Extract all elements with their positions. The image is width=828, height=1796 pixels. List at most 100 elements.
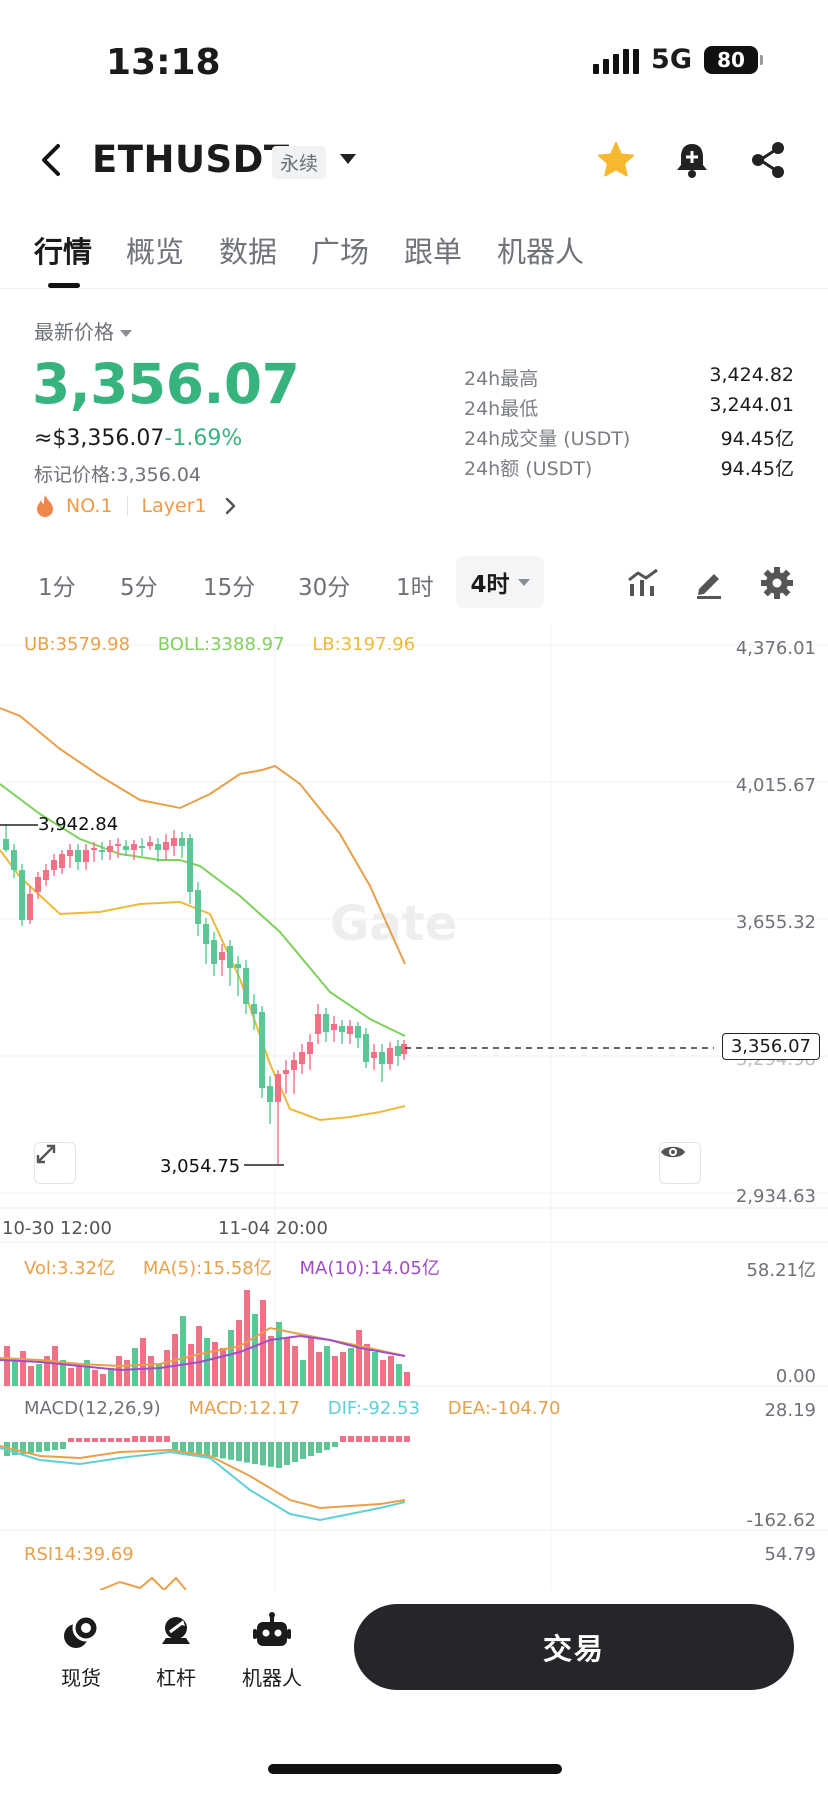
status-indicators: 5G 80 <box>593 44 763 75</box>
candle-body <box>347 1026 353 1034</box>
volume-bar <box>196 1326 202 1386</box>
price-axis-label: 4,015.67 <box>735 775 816 796</box>
bot-button[interactable]: 机器人 <box>227 1612 317 1691</box>
volume-value: Vol:3.32亿 <box>24 1258 116 1279</box>
usd-price-line: ≈$3,356.07-1.69% <box>34 426 242 451</box>
contract-type-badge[interactable]: 永续 <box>272 146 327 179</box>
interval-1h[interactable]: 1时 <box>396 575 434 601</box>
macd-legend: MACD(12,26,9) MACD:12.17 DIF:-92.53 DEA:… <box>24 1398 560 1419</box>
macd-bar <box>108 1438 114 1442</box>
volume-bar <box>68 1368 74 1386</box>
macd-bar <box>316 1442 322 1453</box>
last-price: 3,356.07 <box>32 352 300 416</box>
rsi-axis-label: 54.79 <box>764 1544 816 1565</box>
macd-bar <box>172 1442 178 1450</box>
candle-body <box>59 854 65 868</box>
margin-label: 杠杆 <box>156 1666 196 1690</box>
macd-dea-line <box>0 1445 406 1510</box>
price-alert-bell-icon[interactable] <box>672 140 712 180</box>
stat-label: 24h成交量 (USDT) <box>464 428 631 450</box>
macd-dea-value: DEA:-104.70 <box>447 1398 561 1419</box>
tab-square[interactable]: 广场 <box>311 235 370 269</box>
pair-title[interactable]: ETHUSDT <box>92 138 290 181</box>
interval-4h[interactable]: 4时 <box>456 556 544 608</box>
interval-caret-icon <box>517 578 530 586</box>
volume-bar <box>36 1364 42 1386</box>
volume-bar <box>228 1330 234 1386</box>
stat-label: 24h最高 <box>464 368 539 390</box>
margin-button[interactable]: 杠杆 <box>131 1612 221 1691</box>
tab-overview[interactable]: 概览 <box>126 235 185 269</box>
interval-1m[interactable]: 1分 <box>38 575 76 601</box>
interval-5m[interactable]: 5分 <box>120 575 158 601</box>
tab-data[interactable]: 数据 <box>219 235 278 269</box>
pair-dropdown-icon[interactable] <box>340 154 356 164</box>
volume-bar <box>300 1360 306 1386</box>
interval-selector: 1分 5分 15分 30分 1时 4时 <box>0 556 828 608</box>
spot-button[interactable]: 现货 <box>36 1612 126 1691</box>
macd-bar <box>36 1442 42 1452</box>
volume-bar <box>108 1368 114 1386</box>
tab-bots[interactable]: 机器人 <box>497 235 585 269</box>
macd-bar <box>204 1442 210 1456</box>
draw-pencil-icon[interactable] <box>692 566 726 600</box>
fullscreen-button[interactable] <box>34 1142 76 1184</box>
favorite-star-icon[interactable] <box>596 140 636 180</box>
candle-body <box>115 844 121 846</box>
share-icon[interactable] <box>748 140 788 180</box>
stat-row-low: 24h最低 3,244.01 <box>464 394 794 424</box>
stat-value: 94.45亿 <box>720 428 794 450</box>
bot-label: 机器人 <box>242 1666 302 1690</box>
candle-body <box>371 1052 377 1058</box>
kline-chart-svg[interactable]: Gate <box>0 624 828 1590</box>
candle-body <box>283 1070 289 1074</box>
price-type-caret-icon <box>120 330 132 337</box>
time-axis-label: 11-04 20:00 <box>218 1218 328 1239</box>
volume-bar <box>364 1344 370 1386</box>
volume-bar <box>44 1356 50 1386</box>
candle-body <box>171 838 177 846</box>
boll-lb-line <box>0 849 406 1122</box>
toggle-indicators-button[interactable] <box>659 1142 701 1184</box>
ranking-tags[interactable]: NO.1 Layer1 <box>34 494 237 518</box>
back-arrow-icon[interactable] <box>30 138 74 182</box>
indicator-chart-icon[interactable] <box>626 566 660 600</box>
volume-bar <box>212 1342 218 1386</box>
volume-bar <box>84 1360 90 1386</box>
volume-bar <box>28 1366 34 1386</box>
candle-body <box>99 850 105 852</box>
candle-body <box>387 1048 393 1064</box>
macd-bar <box>132 1436 138 1442</box>
interval-15m[interactable]: 15分 <box>203 575 256 601</box>
kline-chart-area[interactable]: Gate UB:3579.98 BOLL:3388.97 LB:3197.96 … <box>0 624 828 1590</box>
price-axis-label: 4,376.01 <box>735 638 816 659</box>
tab-copy-trading[interactable]: 跟单 <box>404 235 463 269</box>
volume-bar <box>140 1338 146 1386</box>
active-tab-indicator <box>48 283 80 288</box>
volume-bar <box>180 1316 186 1386</box>
volume-bar <box>4 1346 10 1386</box>
tag-divider <box>126 496 128 516</box>
bottom-action-bar: 现货 杠杆 机器人 交易 <box>0 1590 828 1720</box>
volume-axis-label: 58.21亿 <box>746 1260 816 1281</box>
candle-body <box>67 850 73 856</box>
macd-bar <box>308 1442 314 1456</box>
candle-body <box>43 870 49 880</box>
macd-bar <box>188 1442 194 1453</box>
macd-bar <box>300 1442 306 1459</box>
macd-bar <box>100 1438 106 1442</box>
price-type-selector[interactable]: 最新价格 <box>34 316 132 345</box>
settings-gear-icon[interactable] <box>760 566 794 600</box>
tab-market[interactable]: 行情 <box>34 235 93 269</box>
volume-axis-label: 0.00 <box>775 1366 816 1387</box>
macd-bar <box>404 1436 410 1442</box>
macd-bar <box>284 1442 290 1465</box>
volume-bar <box>156 1364 162 1386</box>
volume-bar <box>220 1348 226 1386</box>
candle-body <box>3 839 9 850</box>
interval-30m[interactable]: 30分 <box>298 575 351 601</box>
boll-ub-line <box>0 707 406 965</box>
trade-button[interactable]: 交易 <box>354 1604 794 1690</box>
volume-bar <box>388 1356 394 1386</box>
candle-body <box>339 1026 345 1032</box>
